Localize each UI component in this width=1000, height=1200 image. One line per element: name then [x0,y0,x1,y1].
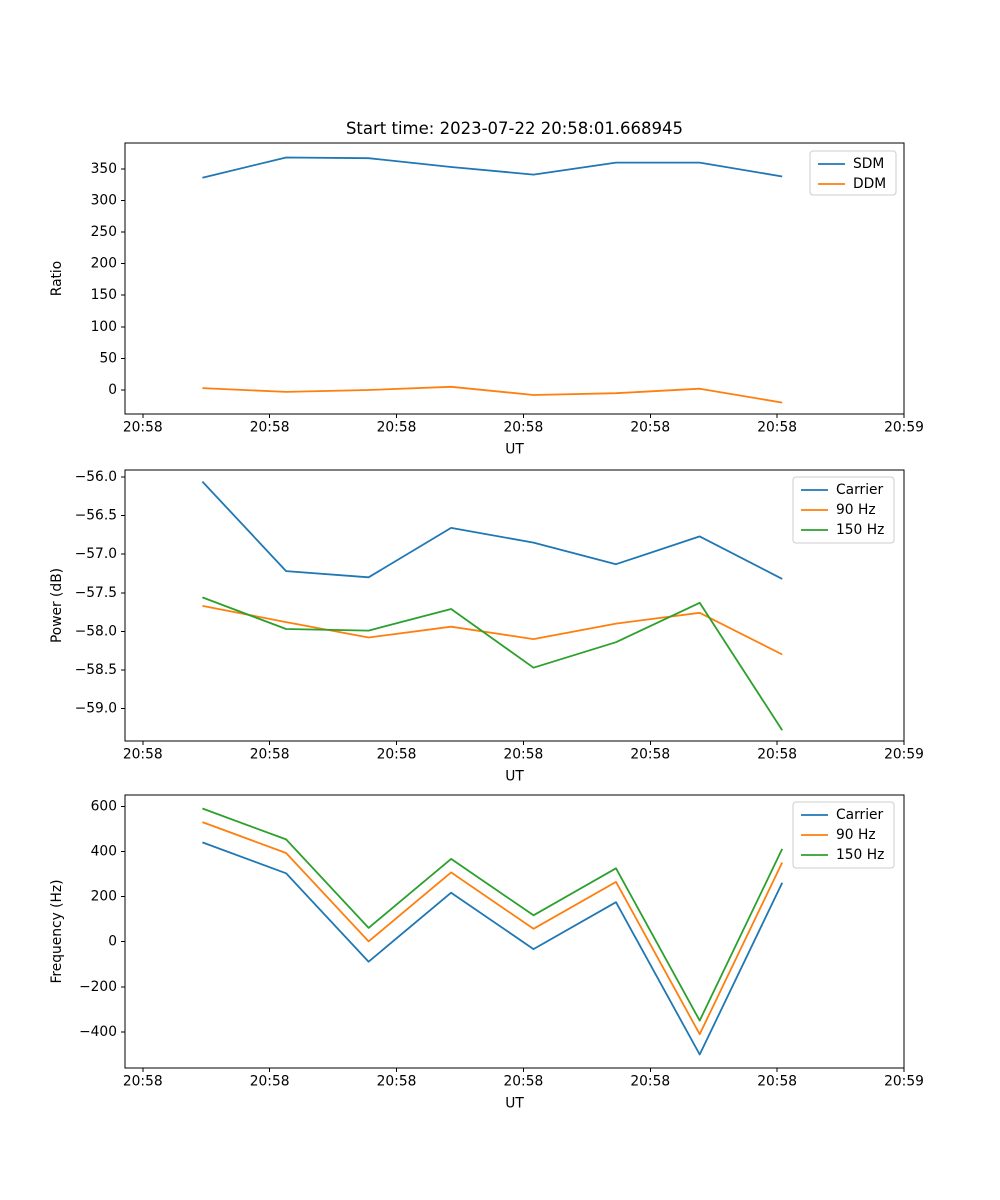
x-axis-label: UT [505,769,524,785]
x-tick-label: 20:58 [630,747,670,763]
legend-label-150-hz: 150 Hz [836,847,884,863]
x-tick-label: 20:58 [250,420,290,436]
y-axis-label: Ratio [49,261,65,296]
y-tick-label: −56.0 [75,469,117,485]
axes-spines [124,469,905,742]
y-tick-label: 0 [108,382,117,398]
y-tick-label: 150 [91,287,117,303]
x-tick-label: 20:58 [503,420,543,436]
x-tick-label: 20:58 [123,1074,163,1090]
y-tick-label: 50 [99,350,117,366]
y-tick-label: 200 [91,889,117,905]
x-tick-label: 20:58 [757,1074,797,1090]
legend-label-ddm: DDM [853,176,886,192]
line-carrier [201,480,783,580]
x-tick-label: 20:58 [503,1074,543,1090]
legend: Carrier 90 Hz 150 Hz [792,801,895,869]
y-tick-label: −57.5 [75,585,117,601]
y-axis-label: Power (dB) [49,568,65,643]
legend: SDM DDM [809,150,897,196]
x-tick-label: 20:58 [123,420,163,436]
y-tick-label: 400 [91,843,117,859]
legend-label-150-hz: 150 Hz [836,522,884,538]
y-tick-label: −200 [79,979,117,995]
x-tick-label: 20:58 [630,420,670,436]
x-tick-label: 20:59 [884,1074,924,1090]
y-tick-label: 200 [91,256,117,272]
line-ddm [202,385,783,404]
panel-power: 20:58 20:58 20:58 20:58 20:58 20:58 20:59 UT −56… [49,469,924,785]
x-tick-label: 20:58 [630,1074,670,1090]
x-tick-label: 20:58 [503,747,543,763]
y-tick-label: −59.0 [75,701,117,717]
legend-box [792,476,895,544]
x-tick-label: 20:58 [250,1074,290,1090]
x-tick-label: 20:59 [884,420,924,436]
x-axis-label: UT [505,1096,524,1112]
panel-frequency: 20:58 20:58 20:58 20:58 20:58 20:58 20:59 UT 600… [49,794,924,1112]
y-tick-label: 100 [91,319,117,335]
legend-label-90-hz: 90 Hz [836,502,876,518]
figure-title: Start time: 2023-07-22 20:58:01.668945 [346,119,683,138]
line-90-hz [202,821,784,1036]
legend: Carrier 90 Hz 150 Hz [792,476,895,544]
line-sdm [202,156,783,179]
x-tick-label: 20:58 [757,747,797,763]
x-tick-label: 20:59 [884,747,924,763]
axes-spines [124,794,905,1069]
y-tick-label: 250 [91,224,117,240]
line-90-hz [202,605,783,656]
y-tick-label: 300 [91,192,117,208]
panel-ratio: Start time: 2023-07-22 20:58:01.668945 20… [49,119,924,458]
line-150-hz [202,807,784,1022]
y-axis-label: Frequency (Hz) [49,879,65,983]
x-tick-label: 20:58 [377,747,417,763]
y-tick-label: 350 [91,161,117,177]
y-tick-label: −58.0 [75,623,117,639]
axes-spines [124,142,905,415]
legend-label-carrier: Carrier [836,807,884,823]
legend-box [792,801,895,869]
legend-label-sdm: SDM [853,156,884,172]
x-tick-label: 20:58 [377,1074,417,1090]
x-tick-label: 20:58 [123,747,163,763]
legend-label-90-hz: 90 Hz [836,827,876,843]
y-tick-label: 0 [108,934,117,950]
y-tick-label: −56.5 [75,508,117,524]
x-tick-label: 20:58 [757,420,797,436]
line-carrier [202,841,784,1056]
y-tick-label: −400 [79,1024,117,1040]
line-150-hz [202,596,783,731]
y-tick-label: −58.5 [75,662,117,678]
y-tick-label: 600 [91,798,117,814]
x-tick-label: 20:58 [250,747,290,763]
x-axis-label: UT [505,442,524,458]
y-tick-label: −57.0 [75,546,117,562]
x-tick-label: 20:58 [377,420,417,436]
legend-label-carrier: Carrier [836,482,884,498]
